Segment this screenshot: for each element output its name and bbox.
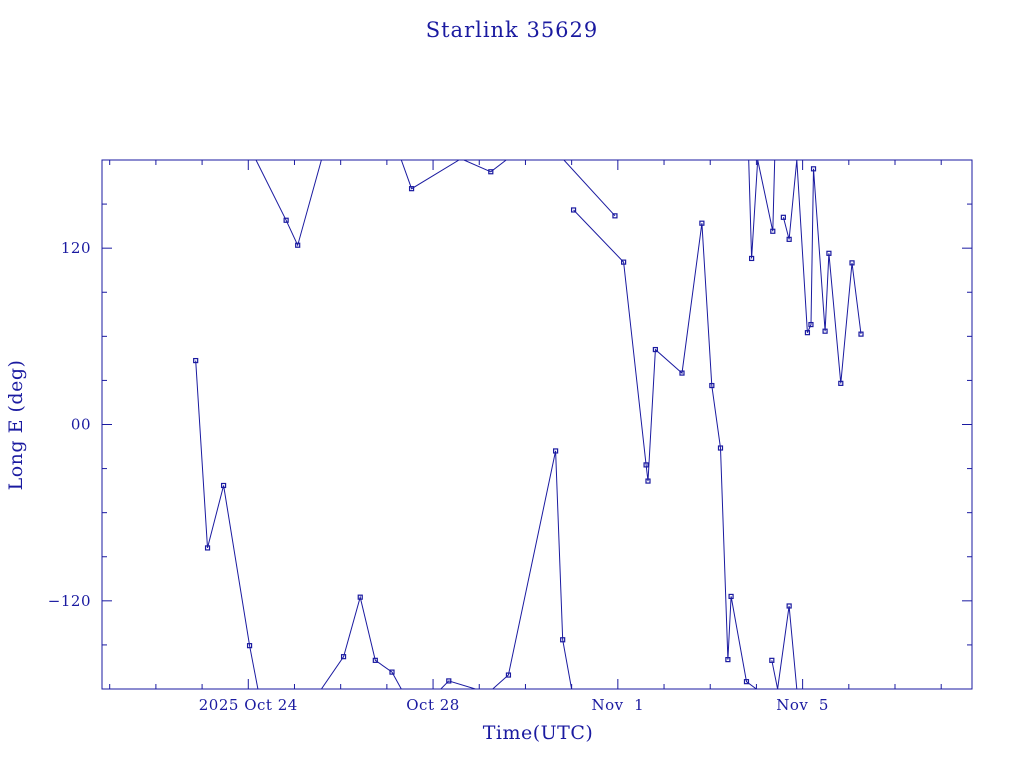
data-point xyxy=(804,330,811,336)
series-group xyxy=(193,160,864,689)
series-line xyxy=(563,160,616,217)
x-axis-label: Time(UTC) xyxy=(483,722,594,744)
data-point xyxy=(220,482,227,489)
data-point xyxy=(612,213,618,219)
data-point xyxy=(204,545,211,551)
x-tick-label: Oct 28 xyxy=(406,696,460,714)
data-point xyxy=(822,328,828,334)
data-point xyxy=(826,250,832,256)
data-point xyxy=(717,445,724,451)
chart-title: Starlink 35629 xyxy=(426,18,599,42)
data-point xyxy=(408,186,415,192)
data-point xyxy=(553,448,559,454)
data-point xyxy=(749,255,755,262)
data-point xyxy=(246,643,253,649)
series-line xyxy=(782,160,862,384)
data-point xyxy=(709,382,715,389)
y-axis-label: Long E (deg) xyxy=(5,360,27,491)
data-point xyxy=(838,380,844,386)
x-tick-label: Nov 1 xyxy=(591,696,644,714)
data-point xyxy=(283,217,289,223)
series-line xyxy=(748,160,776,259)
series-line xyxy=(771,605,798,689)
data-point xyxy=(725,657,731,663)
data-point xyxy=(505,672,512,678)
series-line xyxy=(320,595,402,689)
data-point xyxy=(808,321,814,328)
data-point xyxy=(743,679,750,685)
data-point xyxy=(357,594,363,600)
data-point xyxy=(858,331,864,337)
data-point xyxy=(389,669,395,675)
data-point xyxy=(372,657,378,663)
series-line xyxy=(255,160,322,247)
data-point xyxy=(645,478,651,484)
data-point xyxy=(446,678,452,684)
data-point xyxy=(560,637,566,643)
data-point xyxy=(621,259,627,265)
data-point xyxy=(786,603,792,609)
data-point xyxy=(770,228,776,234)
data-point xyxy=(810,166,817,172)
plot-area xyxy=(193,160,864,689)
data-point xyxy=(340,654,347,660)
data-point xyxy=(570,207,577,213)
y-tick-label: 00 xyxy=(71,416,91,434)
x-tick-label: Nov 5 xyxy=(776,696,829,714)
tick-labels: 2025 Oct 24 Oct 28 Nov 1 Nov 5 120 00 −120 xyxy=(48,239,829,714)
series-line xyxy=(573,209,757,689)
data-point xyxy=(193,357,199,364)
series-line xyxy=(195,360,259,689)
data-point xyxy=(652,346,658,353)
data-point xyxy=(643,462,649,468)
data-point xyxy=(295,242,301,248)
data-point xyxy=(488,169,494,175)
data-point xyxy=(786,236,792,242)
data-point xyxy=(728,593,734,600)
data-point xyxy=(849,260,855,266)
x-tick-label: 2025 Oct 24 xyxy=(199,696,298,714)
data-point xyxy=(699,220,705,226)
y-tick-label: −120 xyxy=(48,592,91,610)
data-point xyxy=(769,657,775,663)
data-point xyxy=(780,214,786,220)
y-tick-label: 120 xyxy=(61,239,91,257)
plot-frame xyxy=(101,159,973,690)
data-point xyxy=(679,370,685,376)
series-line xyxy=(440,450,573,689)
axis-ticks xyxy=(102,160,972,689)
